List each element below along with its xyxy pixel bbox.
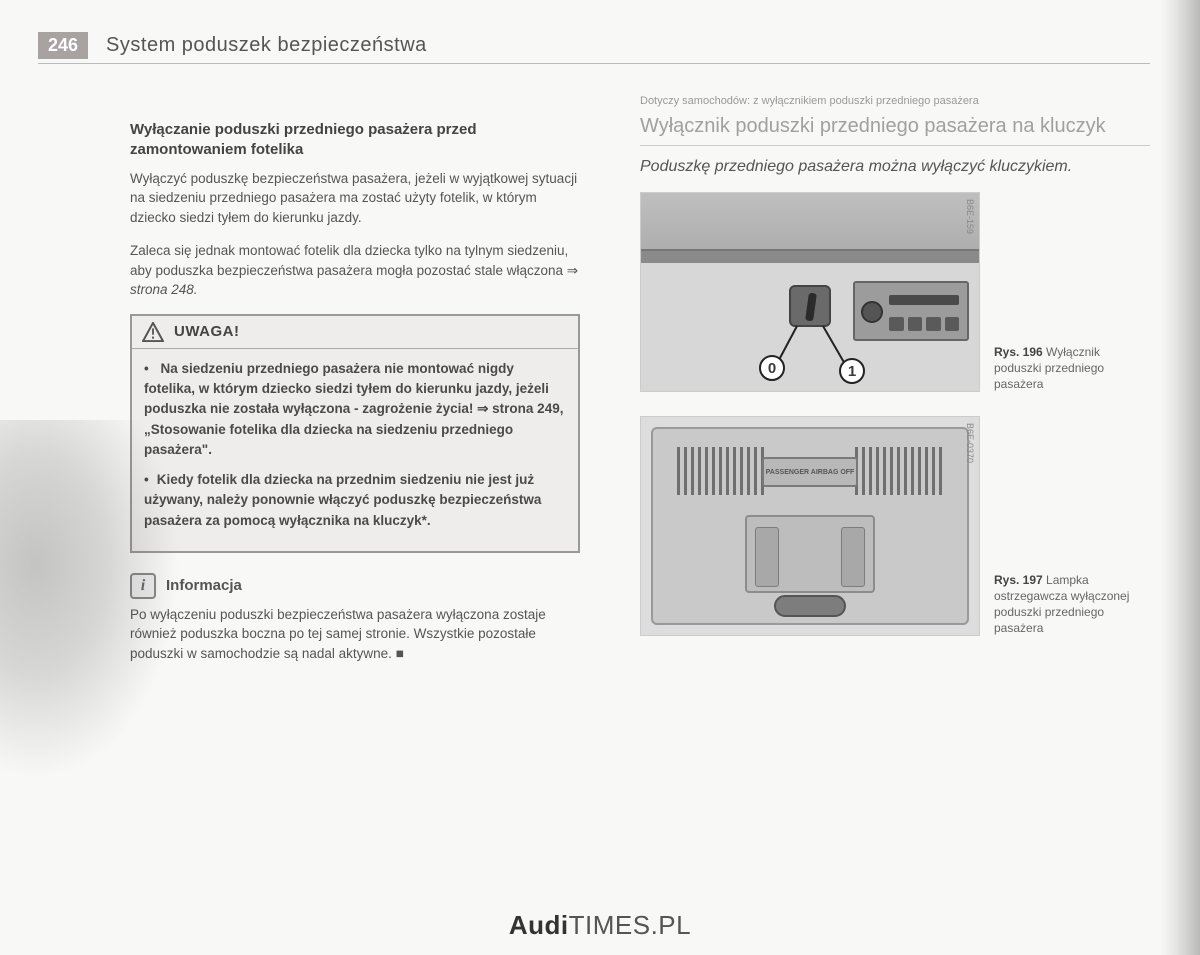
figure-number: Rys. 197 — [994, 573, 1043, 587]
warning-bullet: Na siedzeniu przedniego pasażera nie mon… — [144, 359, 566, 460]
figure-number: Rys. 196 — [994, 345, 1043, 359]
warning-box: UWAGA! Na siedzeniu przedniego pasażera … — [130, 314, 580, 553]
warning-bullet: Kiedy fotelik dla dziecka na przednim si… — [144, 470, 566, 531]
text: Na siedzeniu przedniego pasażera nie mon… — [144, 361, 549, 417]
figure-row: PASSENGER AIRBAG OFF B6E-0370 Rys. 197 L… — [640, 416, 1150, 636]
image-code: B6E-159 — [965, 199, 975, 234]
image-code: B6E-0370 — [965, 423, 975, 463]
paragraph: Wyłączyć poduszkę bezpieczeństwa pasażer… — [130, 169, 580, 228]
section-title: Wyłącznik poduszki przedniego pasażera n… — [640, 113, 1150, 146]
header-title: System poduszek bezpieczeństwa — [106, 34, 427, 57]
paragraph: Zaleca się jednak montować fotelik dla d… — [130, 241, 580, 300]
page-edge-shadow — [1160, 0, 1200, 955]
page-header: 246 System poduszek bezpieczeństwa — [38, 32, 1150, 64]
page-reference: strona 248. — [130, 282, 198, 297]
figure-196-caption: Rys. 196 Wyłącznik poduszki przedniego p… — [994, 344, 1144, 393]
info-title: Informacja — [166, 577, 242, 594]
brand-text: Audi — [509, 910, 569, 940]
airbag-key-switch — [789, 285, 831, 327]
dome-light — [745, 515, 875, 593]
page-number: 246 — [38, 32, 88, 59]
info-icon: i — [130, 573, 156, 599]
info-header: i Informacja — [130, 573, 580, 599]
right-column: Dotyczy samochodów: z wyłącznikiem podus… — [640, 95, 1150, 660]
figure-197-caption: Rys. 197 Lampka ostrzegawcza wyłączonej … — [994, 572, 1144, 637]
warning-header: UWAGA! — [132, 316, 578, 349]
figure-197-image: PASSENGER AIRBAG OFF B6E-0370 — [640, 416, 980, 636]
left-column: Wyłączanie poduszki przedniego pasażera … — [130, 120, 580, 678]
warning-body: Na siedzeniu przedniego pasażera nie mon… — [132, 349, 578, 551]
page-reference: strona 249 — [492, 401, 560, 416]
watermark-footer: AudiTIMES.PL — [0, 910, 1200, 941]
warning-triangle-icon — [142, 322, 164, 342]
applies-to-line: Dotyczy samochodów: z wyłącznikiem podus… — [640, 95, 1150, 107]
lead-text: Poduszkę przedniego pasażera można wyłąc… — [640, 156, 1150, 178]
paragraph: Po wyłączeniu poduszki bezpieczeństwa pa… — [130, 605, 580, 664]
airbag-off-indicator: PASSENGER AIRBAG OFF — [762, 457, 858, 487]
radio-unit — [853, 281, 969, 341]
warning-title: UWAGA! — [174, 323, 240, 340]
site-text: TIMES.PL — [569, 910, 691, 940]
subsection-heading: Wyłączanie poduszki przedniego pasażera … — [130, 120, 580, 161]
figure-row: 0 1 B6E-159 Rys. 196 Wyłącznik poduszki … — [640, 192, 1150, 392]
text: Zaleca się jednak montować fotelik dla d… — [130, 243, 578, 278]
figure-196-image: 0 1 B6E-159 — [640, 192, 980, 392]
